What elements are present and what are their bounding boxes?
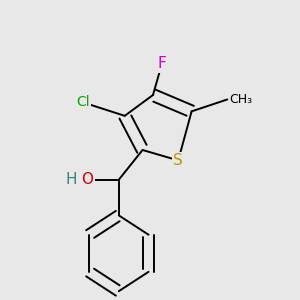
Text: Cl: Cl: [76, 95, 90, 110]
Text: S: S: [173, 153, 183, 168]
Text: H: H: [65, 172, 77, 187]
Text: F: F: [158, 56, 166, 71]
Text: O: O: [82, 172, 94, 187]
Text: CH₃: CH₃: [230, 93, 253, 106]
